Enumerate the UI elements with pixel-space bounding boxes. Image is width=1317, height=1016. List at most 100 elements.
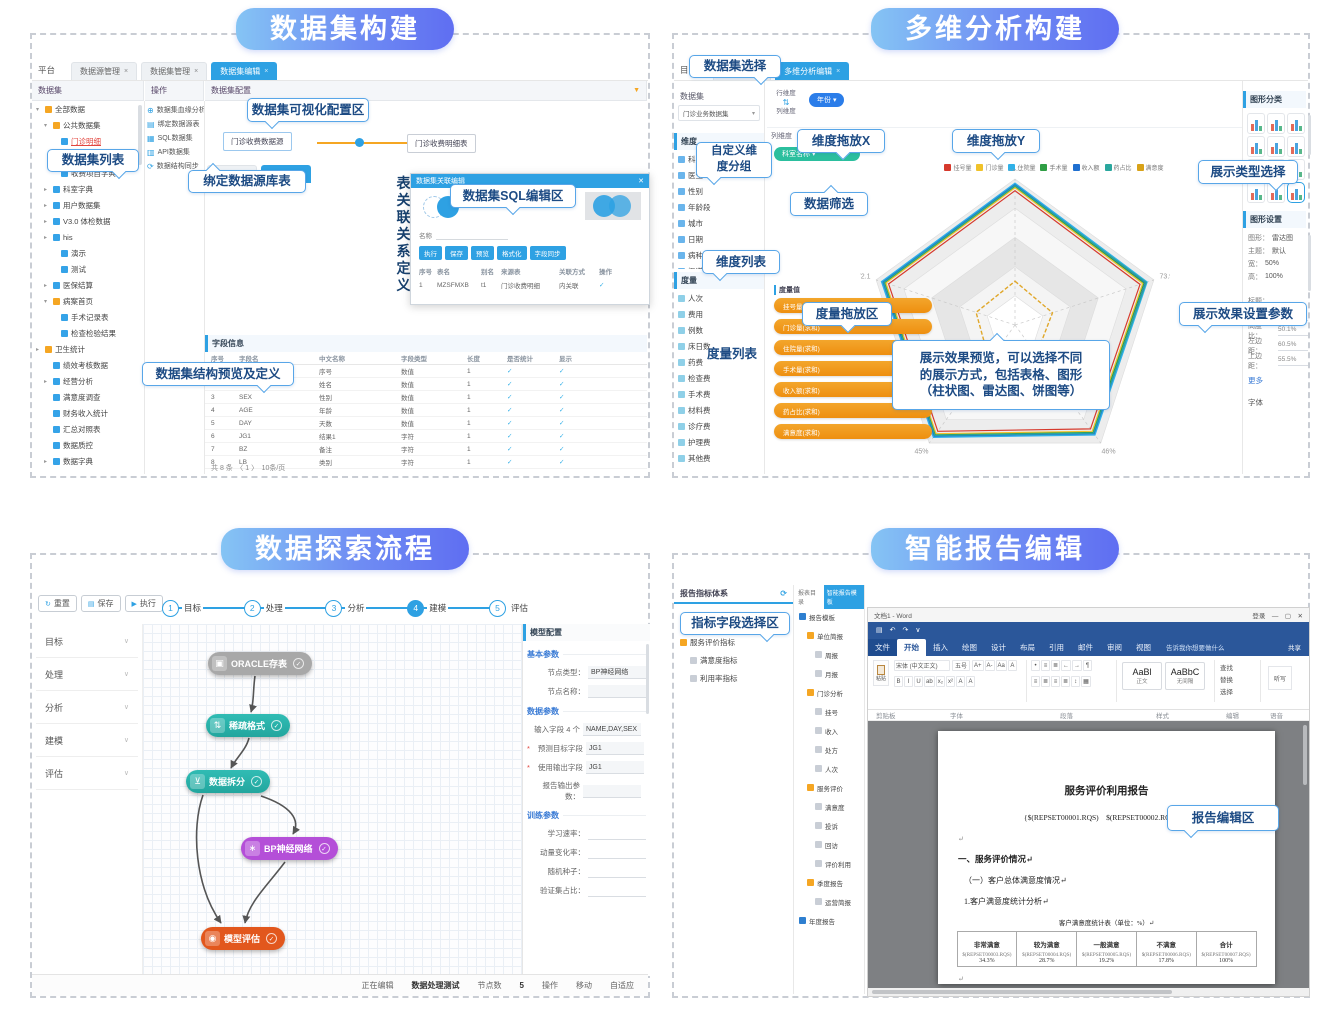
- dimension-item[interactable]: 城市: [678, 215, 762, 231]
- check-icon[interactable]: ✓: [507, 394, 513, 401]
- check-icon[interactable]: ✓: [559, 394, 565, 401]
- table-row[interactable]: 5 DAY 天数 数值 1 ✓ ✓: [205, 417, 647, 430]
- measure-item[interactable]: 诊疗费: [678, 418, 762, 434]
- editing-command[interactable]: 替换: [1220, 677, 1233, 684]
- dataset-tree-item[interactable]: 检查检验结果: [34, 325, 136, 341]
- dictate-button[interactable]: 听写: [1268, 666, 1292, 690]
- dataset-tree-item[interactable]: ▾ 公共数据集: [34, 117, 136, 133]
- window-controls[interactable]: 登录 — ▢ ✕: [1252, 613, 1303, 620]
- dimension-item[interactable]: 性别: [678, 183, 762, 199]
- paragraph-tool-icon[interactable]: ¶: [1083, 660, 1093, 671]
- editing-command[interactable]: 选择: [1220, 689, 1233, 696]
- template-item[interactable]: 投诉: [797, 816, 863, 835]
- font-tool-icon[interactable]: x₂: [935, 676, 946, 687]
- check-icon[interactable]: ✓: [507, 446, 513, 453]
- measure-pill[interactable]: 满意度(求和): [774, 424, 932, 439]
- tab[interactable]: 多维分析编辑 ×: [775, 62, 850, 80]
- close-icon[interactable]: ×: [124, 68, 129, 75]
- chart-type-thumb[interactable]: [1247, 136, 1265, 157]
- status-op[interactable]: 操作: [542, 981, 558, 990]
- flow-node-bpnn[interactable]: ∗ BP神经网络 ✓: [241, 837, 338, 860]
- paragraph-tool-icon[interactable]: ↕: [1071, 676, 1081, 687]
- expander-icon[interactable]: ▾: [44, 122, 48, 129]
- close-icon[interactable]: ×: [264, 68, 269, 75]
- expander-icon[interactable]: ▸: [44, 234, 48, 241]
- measure-item[interactable]: 材料费: [678, 402, 762, 418]
- stepper-step[interactable]: 5 评估: [488, 599, 530, 617]
- share-button[interactable]: 共享: [1288, 645, 1301, 652]
- more-link[interactable]: 更多: [1248, 376, 1263, 385]
- template-item[interactable]: 收入: [797, 721, 863, 740]
- legend-item[interactable]: 满意度: [1136, 163, 1164, 172]
- ribbon-tab[interactable]: 布局: [1020, 643, 1035, 652]
- dataset-tree-item[interactable]: ▸ 数据字典: [34, 453, 136, 469]
- axis-swap[interactable]: 行维度 ⇅ 列维度: [771, 89, 801, 116]
- dataset-tree-item[interactable]: 汇总对照表: [34, 421, 136, 437]
- font-size-select[interactable]: 五号: [952, 660, 970, 671]
- ribbon-tab[interactable]: 插入: [933, 643, 948, 652]
- dataset-select[interactable]: 门诊业务数据集 ▾: [678, 105, 760, 121]
- ribbon-tab[interactable]: 引用: [1049, 643, 1064, 652]
- font-tool-icon[interactable]: x²: [946, 676, 956, 687]
- dataset-tree-item[interactable]: 财务收入统计: [34, 405, 136, 421]
- flow-node-evaluate[interactable]: ◉ 模型评估 ✓: [201, 927, 286, 950]
- editing-command[interactable]: 查找: [1220, 665, 1233, 672]
- paragraph-tool-icon[interactable]: ≣: [1061, 676, 1071, 687]
- ribbon-tab[interactable]: 邮件: [1078, 643, 1093, 652]
- font-tool-icon[interactable]: A: [1007, 660, 1017, 671]
- stepper-step[interactable]: 3 分析: [325, 599, 367, 617]
- sql-button[interactable]: 格式化: [497, 246, 527, 260]
- settings-scrollbar[interactable]: [1308, 235, 1311, 291]
- legend-item[interactable]: 挂号量: [944, 163, 971, 172]
- indicator-item[interactable]: 利用率指标: [678, 669, 790, 687]
- stepper-step[interactable]: 4 建模: [407, 599, 449, 617]
- check-icon[interactable]: ✓: [507, 420, 513, 427]
- expander-icon[interactable]: ▸: [44, 378, 48, 385]
- swap-icon[interactable]: ⇅: [782, 98, 790, 107]
- ribbon-tab[interactable]: 开始: [897, 639, 926, 656]
- dataset-tree-item[interactable]: 满意度调查: [34, 389, 136, 405]
- measure-item[interactable]: 床日数: [678, 338, 762, 354]
- action-item[interactable]: ▥ API数据集: [147, 145, 204, 159]
- setting-input[interactable]: 60.5%: [1278, 341, 1308, 351]
- quick-access-icon[interactable]: ↶: [889, 627, 896, 634]
- stepper-step[interactable]: 2 处理: [243, 599, 285, 617]
- dataset-tree-item[interactable]: ▸ 科室字典: [34, 181, 136, 197]
- config-input[interactable]: BP神经网络: [588, 666, 646, 679]
- measure-item[interactable]: 人次: [678, 290, 762, 306]
- status-op[interactable]: 自适应: [610, 981, 634, 990]
- expander-icon[interactable]: ▸: [44, 202, 48, 209]
- template-item[interactable]: 季度报告: [797, 873, 863, 892]
- measure-item[interactable]: 药费: [678, 354, 762, 370]
- datasource-node[interactable]: 门诊收费数据源: [223, 132, 292, 151]
- setting-input[interactable]: 55.5%: [1278, 356, 1308, 366]
- flow-canvas[interactable]: ▣ ORACLE存表 ✓ ⇅ 稀疏格式 ✓ ⊻ 数据拆分 ✓ ∗ BP神经网络 ✓ ◉ …: [142, 624, 522, 976]
- paragraph-tool-icon[interactable]: ≣: [1041, 676, 1051, 687]
- setting-row[interactable]: 左边距： 60.5%: [1248, 338, 1308, 355]
- home-tab[interactable]: 平台: [38, 65, 56, 75]
- dataset-tree-item[interactable]: ▾ 病案首页: [34, 293, 136, 309]
- font-tool-icon[interactable]: U: [914, 676, 923, 687]
- template-item[interactable]: 单位简报: [797, 626, 863, 645]
- check-icon[interactable]: ✓: [507, 368, 513, 375]
- close-icon[interactable]: ×: [194, 68, 199, 75]
- setting-row[interactable]: 上边距： 55.5%: [1248, 353, 1308, 370]
- dataset-tree-item[interactable]: ▸ 用户数据集: [34, 197, 136, 213]
- paragraph-tool-icon[interactable]: ←: [1061, 660, 1072, 671]
- document-page[interactable]: 服务评价利用报告 {$(REPSET00001.RQS) $(REPSET000…: [938, 731, 1275, 984]
- font-tool-icon[interactable]: Aa: [995, 660, 1007, 671]
- template-item[interactable]: 门诊分析: [797, 683, 863, 702]
- template-item[interactable]: 报告模板: [797, 607, 863, 626]
- action-item[interactable]: ▦ SQL数据集: [147, 131, 204, 145]
- table-row[interactable]: 3 SEX 性别 数值 1 ✓ ✓: [205, 391, 647, 404]
- ribbon-tab[interactable]: 文件: [868, 639, 897, 656]
- dataset-tree-item[interactable]: 绩效考核数据: [34, 357, 136, 373]
- stepper-step[interactable]: 1 目标: [162, 599, 204, 617]
- config-input[interactable]: [588, 865, 646, 878]
- flow-node-oracle[interactable]: ▣ ORACLE存表 ✓: [208, 652, 312, 675]
- template-item[interactable]: 年度报告: [797, 911, 863, 930]
- name-input[interactable]: [436, 231, 508, 240]
- paragraph-tool-icon[interactable]: •: [1031, 660, 1040, 671]
- expander-icon[interactable]: ▸: [44, 186, 48, 193]
- font-tool-icon[interactable]: ab: [924, 676, 935, 687]
